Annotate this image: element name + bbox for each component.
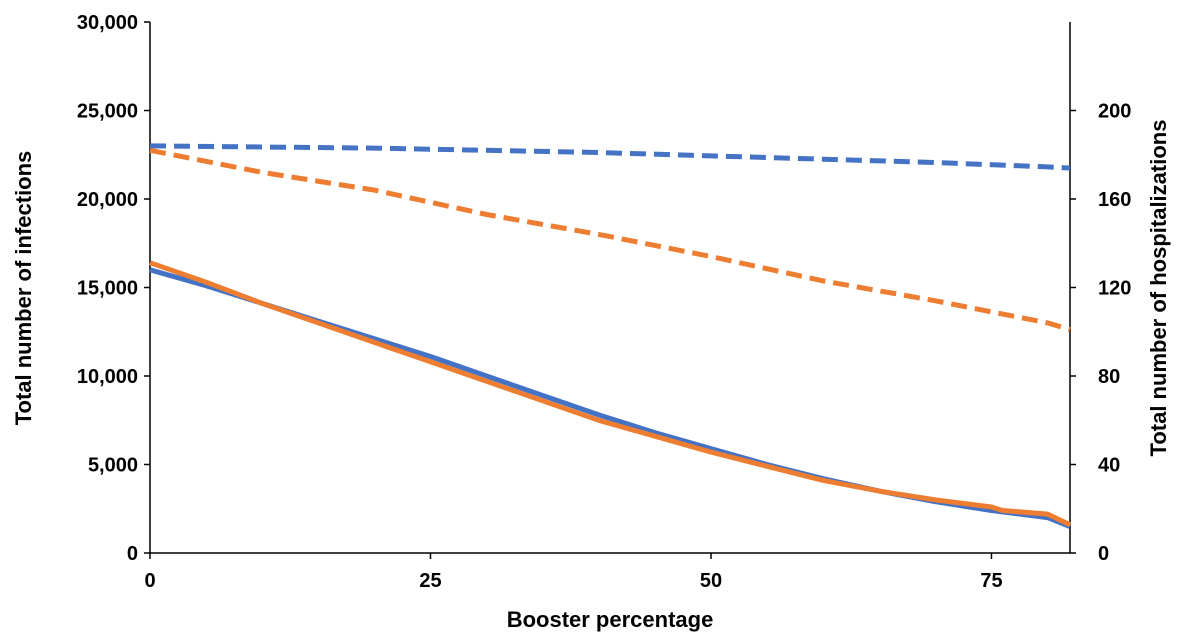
y-right-tick-label: 120: [1098, 278, 1131, 300]
series-line-hospitalizations-dashed-2: [149, 143, 1071, 171]
y-left-tick-label: 10,000: [77, 366, 138, 388]
y-left-tick-label: 0: [127, 543, 138, 565]
y-right-tick-label: 160: [1098, 189, 1131, 211]
x-tick-label: 50: [700, 570, 722, 592]
y-right-tick-label: 40: [1098, 455, 1120, 477]
y-axis-right-title: Total number of hospitalizations: [1146, 120, 1171, 457]
y-right-tick-label: 200: [1098, 101, 1131, 123]
y-left-tick-label: 15,000: [77, 278, 138, 300]
series-group: [149, 143, 1072, 529]
x-axis-title: Booster percentage: [507, 607, 714, 632]
x-tick-label: 75: [980, 570, 1002, 592]
series-line-hospitalizations-dashed-3: [149, 147, 1071, 332]
axes-group: [144, 21, 1076, 559]
y-left-tick-label: 5,000: [88, 455, 138, 477]
y-axis-left-title: Total number of infections: [11, 151, 36, 426]
y-left-tick-label: 30,000: [77, 12, 138, 34]
x-tick-label: 0: [144, 570, 155, 592]
y-right-tick-label: 0: [1098, 543, 1109, 565]
y-right-tick-label: 80: [1098, 366, 1120, 388]
y-left-tick-label: 20,000: [77, 189, 138, 211]
series-line-infections-solid-0: [149, 267, 1071, 529]
tick-labels-group: 0 25 50 75 0 5,000 10,000 15,000 20,000 25,000 30,…: [77, 12, 1132, 592]
y-left-tick-label: 25,000: [77, 101, 138, 123]
x-tick-label: 25: [419, 570, 441, 592]
series-line-infections-solid-1: [149, 260, 1072, 527]
